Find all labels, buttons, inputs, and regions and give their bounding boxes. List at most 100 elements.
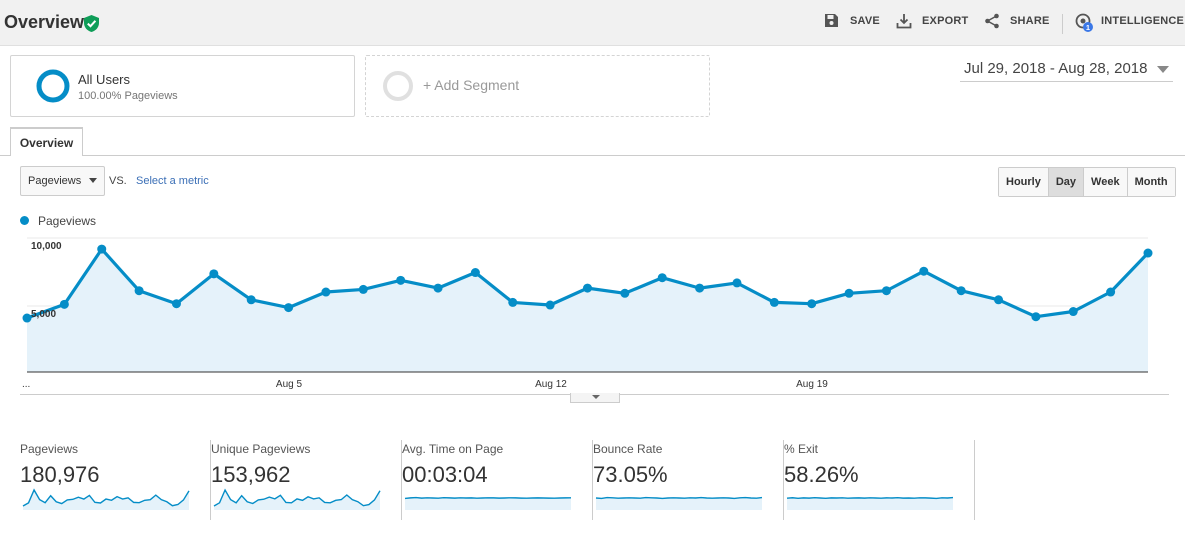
intelligence-button[interactable]: 1 INTELLIGENCE — [1075, 13, 1185, 32]
metric-dropdown[interactable]: Pageviews — [20, 166, 105, 196]
add-segment-label: + Add Segment — [423, 77, 520, 93]
save-icon — [825, 14, 838, 27]
segment-name: All Users — [78, 72, 131, 87]
sparkline-line — [404, 496, 572, 500]
data-point — [396, 275, 406, 285]
granularity-week[interactable]: Week — [1083, 168, 1127, 196]
sparkline-area — [405, 497, 571, 510]
legend-marker — [20, 216, 29, 225]
x-tick-label: Aug 12 — [535, 379, 567, 390]
series-area — [27, 249, 1148, 372]
data-point — [508, 297, 518, 307]
sparkline-area — [787, 497, 953, 510]
sparkline — [22, 488, 190, 510]
segment-all-users[interactable]: All Users 100.00% Pageviews — [10, 55, 355, 117]
metric-dropdown-label: Pageviews — [28, 175, 82, 187]
sparkline-line — [213, 488, 381, 507]
data-point — [1143, 248, 1153, 258]
chevron-down-icon — [89, 178, 97, 183]
export-icon — [896, 14, 912, 29]
data-point — [22, 313, 32, 323]
sparkline — [213, 488, 381, 510]
granularity-day[interactable]: Day — [1047, 168, 1084, 196]
summary-value: 153,962 — [211, 462, 291, 487]
x-tick-label: ... — [22, 379, 30, 390]
save-button[interactable]: SAVE — [825, 14, 880, 27]
sparkline — [404, 496, 572, 510]
data-point — [695, 283, 705, 293]
sparkline-area — [596, 497, 762, 510]
granularity-month[interactable]: Month — [1126, 168, 1175, 196]
report-header: Overview SAVE EXPORT SHARE — [0, 0, 1185, 46]
data-point — [433, 283, 443, 293]
data-point — [246, 295, 256, 305]
data-point — [994, 295, 1004, 305]
summary-label: % Exit — [784, 442, 819, 456]
summary-value: 73.05% — [593, 462, 668, 487]
data-point — [1031, 312, 1041, 322]
empty-segment-donut-icon — [383, 71, 413, 101]
data-point — [284, 303, 294, 313]
add-segment-button[interactable]: + Add Segment — [365, 55, 710, 117]
share-label: SHARE — [1010, 15, 1050, 27]
x-tick-label: Aug 5 — [276, 379, 303, 390]
date-range-picker[interactable]: Jul 29, 2018 - Aug 28, 2018 — [960, 60, 1173, 82]
data-point — [134, 286, 144, 296]
data-point — [545, 300, 555, 310]
granularity-hourly[interactable]: Hourly — [999, 168, 1048, 196]
select-metric-link[interactable]: Select a metric — [136, 175, 209, 187]
x-tick-label: Aug 19 — [796, 379, 828, 390]
summary-value: 58.26% — [784, 462, 859, 487]
summary-unique-pageviews[interactable]: Unique Pageviews 153,962 — [211, 440, 402, 520]
summary-label: Bounce Rate — [593, 442, 663, 456]
granularity-toggle: Hourly Day Week Month — [998, 167, 1176, 197]
export-button[interactable]: EXPORT — [896, 14, 968, 29]
data-point — [97, 244, 107, 254]
summary-avg-time[interactable]: Avg. Time on Page 00:03:04 — [402, 440, 593, 520]
summary-pageviews[interactable]: Pageviews 180,976 — [20, 440, 211, 520]
data-point — [769, 297, 779, 307]
legend-label: Pageviews — [38, 214, 97, 228]
collapse-chart-toggle[interactable] — [570, 393, 620, 403]
sparkline-area — [23, 490, 189, 510]
data-point — [209, 269, 219, 279]
share-icon — [985, 13, 999, 29]
summary-value: 00:03:04 — [402, 462, 488, 487]
data-point — [1068, 307, 1078, 317]
sparkline-line — [22, 488, 190, 507]
data-point — [321, 287, 331, 297]
summary-exit[interactable]: % Exit 58.26% — [784, 440, 975, 520]
sparkline-line — [786, 496, 954, 500]
intelligence-label: INTELLIGENCE — [1101, 15, 1185, 27]
collapse-chevron-icon — [592, 395, 600, 399]
summary-bounce-rate[interactable]: Bounce Rate 73.05% — [593, 440, 784, 520]
tab-divider — [0, 155, 1185, 156]
segment-subtext: 100.00% Pageviews — [78, 90, 178, 102]
data-point — [956, 286, 966, 296]
data-point — [620, 288, 630, 298]
tab-overview[interactable]: Overview — [10, 127, 83, 156]
save-label: SAVE — [850, 15, 880, 27]
summary-value: 180,976 — [20, 462, 100, 487]
summary-label: Pageviews — [20, 442, 79, 456]
data-point — [171, 299, 181, 309]
data-point — [583, 283, 592, 293]
summary-label: Unique Pageviews — [211, 442, 311, 456]
sparkline-area — [214, 490, 380, 510]
data-point — [657, 273, 667, 283]
y-tick-label: 10,000 — [31, 241, 62, 252]
verified-shield-icon — [84, 15, 99, 32]
segment-donut-icon — [36, 69, 70, 103]
chevron-down-icon — [1157, 66, 1169, 73]
data-point — [732, 278, 742, 288]
date-range-label: Jul 29, 2018 - Aug 28, 2018 — [964, 60, 1148, 77]
sparkline — [786, 496, 954, 510]
page-title: Overview — [4, 12, 85, 32]
intelligence-icon: 1 — [1075, 13, 1093, 32]
pageviews-chart: 10,000 5,000... Aug 5 Aug 12 Aug 19 — [22, 237, 1153, 390]
data-point — [470, 268, 480, 278]
data-point — [358, 284, 368, 294]
data-point — [59, 299, 69, 309]
share-button[interactable]: SHARE — [985, 13, 1050, 29]
data-point — [807, 299, 817, 309]
